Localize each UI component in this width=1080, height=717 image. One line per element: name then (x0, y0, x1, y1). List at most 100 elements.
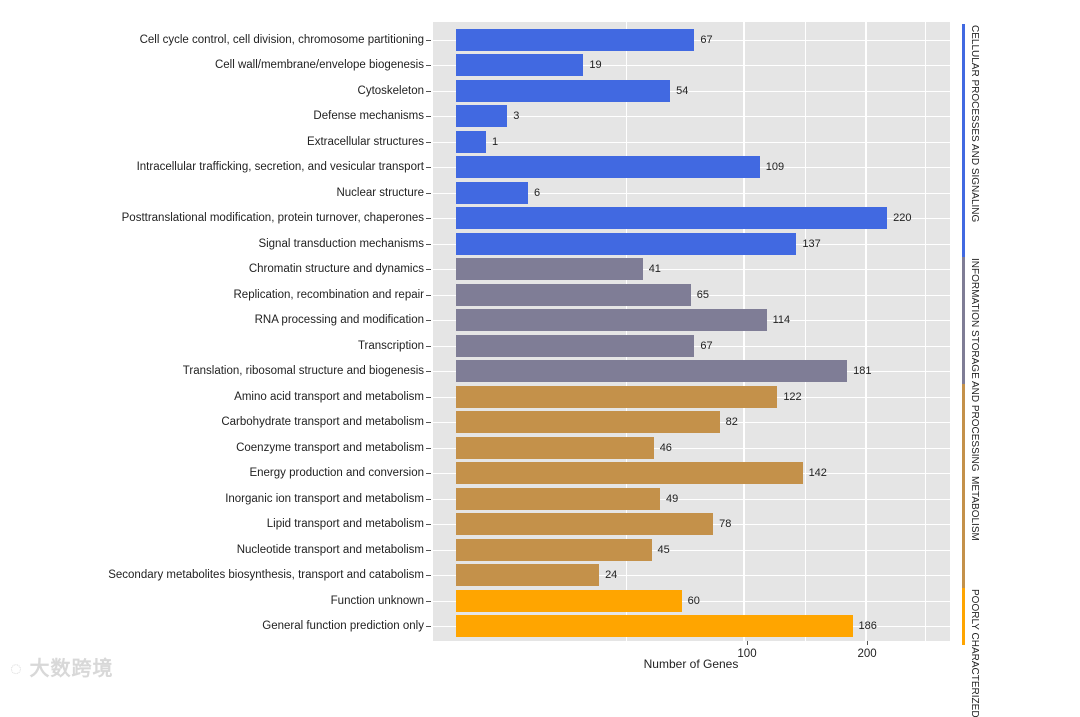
value-label: 45 (657, 543, 670, 556)
category-label: Inorganic ion transport and metabolism (225, 492, 424, 505)
bar (456, 487, 660, 510)
value-label: 137 (802, 237, 821, 250)
category-label: Carbohydrate transport and metabolism (221, 416, 424, 429)
y-tick (426, 116, 431, 118)
x-tick (747, 641, 748, 645)
category-label: Defense mechanisms (313, 110, 424, 123)
value-label: 114 (772, 314, 791, 327)
bar (456, 29, 695, 51)
value-label: 54 (676, 84, 689, 97)
y-tick (426, 371, 431, 373)
value-label: 46 (659, 441, 672, 454)
category-label: Energy production and conversion (249, 467, 424, 480)
bar (456, 207, 888, 230)
watermark-logo: ◌ 大数跨境 (10, 658, 114, 680)
value-label: 60 (687, 594, 700, 607)
group-strip-bar (962, 587, 965, 645)
y-tick (426, 549, 431, 551)
category-label: RNA processing and modification (254, 314, 424, 327)
value-label: 122 (783, 390, 802, 403)
group-strip-label: CELLULAR PROCESSES AND SIGNALING (969, 25, 980, 223)
minor-gridline (805, 22, 806, 641)
group-strip-bar (962, 256, 965, 384)
bar (456, 309, 767, 332)
category-label: Secondary metabolites biosynthesis, tran… (108, 569, 424, 582)
y-tick (426, 40, 431, 41)
row-gridline (433, 90, 950, 92)
y-tick (426, 167, 431, 169)
bar (456, 589, 682, 612)
value-label: 3 (513, 110, 520, 123)
value-label: 6 (534, 186, 541, 199)
value-label: 142 (808, 467, 827, 480)
row-gridline (433, 141, 950, 143)
row-gridline (433, 498, 950, 500)
value-label: 24 (605, 569, 618, 582)
y-tick (426, 447, 431, 449)
y-tick (426, 422, 431, 424)
bar (456, 283, 691, 306)
category-label: Cytoskeleton (357, 84, 424, 97)
category-label: Nuclear structure (336, 186, 424, 199)
category-label: Replication, recombination and repair (233, 288, 425, 301)
group-strip-label: INFORMATION STORAGE AND PROCESSING (969, 257, 980, 472)
y-tick (426, 141, 431, 143)
bar (456, 156, 760, 179)
row-gridline (433, 192, 950, 194)
group-strip-label: POORLY CHARACTERIZED (969, 588, 980, 717)
bar (456, 513, 714, 536)
row-gridline (433, 269, 950, 271)
value-label: 19 (589, 59, 602, 72)
row-gridline (433, 575, 950, 577)
x-tick-label: 100 (737, 648, 757, 660)
y-tick (426, 65, 431, 67)
value-label: 82 (725, 416, 738, 429)
watermark-text: 大数跨境 (29, 658, 114, 680)
y-tick (426, 294, 431, 296)
y-tick (426, 218, 431, 220)
value-label: 65 (696, 288, 710, 301)
y-tick (426, 575, 431, 577)
bar (456, 564, 600, 587)
bar (456, 130, 486, 153)
row-gridline (433, 116, 950, 118)
category-label: Nucleotide transport and metabolism (236, 543, 424, 556)
value-label: 41 (648, 263, 661, 276)
group-strip-bar (962, 24, 965, 257)
row-gridline (433, 549, 950, 551)
x-tick-label: 200 (857, 648, 877, 660)
bar (456, 615, 853, 638)
bar (456, 385, 778, 408)
row-gridline (433, 447, 950, 449)
category-label: Lipid transport and metabolism (266, 518, 424, 531)
bar (456, 232, 797, 255)
category-label: Transcription (357, 339, 424, 352)
category-label: General function prediction only (262, 620, 424, 633)
row-gridline (433, 600, 950, 602)
y-tick (426, 345, 431, 347)
value-label: 67 (700, 339, 713, 352)
category-label: Signal transduction mechanisms (258, 237, 424, 250)
value-label: 109 (765, 161, 785, 174)
value-label: 67 (700, 34, 713, 46)
y-tick (426, 600, 431, 602)
category-label: Intracellular trafficking, secretion, an… (136, 161, 424, 174)
y-tick (426, 90, 431, 92)
y-tick (426, 498, 431, 500)
category-label: Extracellular structures (307, 135, 424, 148)
bar (456, 79, 671, 102)
y-tick (426, 320, 431, 322)
y-tick (426, 473, 431, 475)
row-gridline (433, 65, 950, 67)
bar (456, 538, 652, 561)
category-label: Translation, ribosomal structure and bio… (182, 365, 424, 378)
value-label: 78 (719, 518, 732, 531)
bar (456, 436, 654, 459)
y-tick (426, 524, 431, 526)
major-gridline (743, 22, 745, 641)
y-tick (426, 626, 431, 628)
category-label: Chromatin structure and dynamics (248, 263, 424, 276)
bar (456, 181, 529, 204)
bar (456, 334, 695, 357)
bar (456, 54, 584, 77)
